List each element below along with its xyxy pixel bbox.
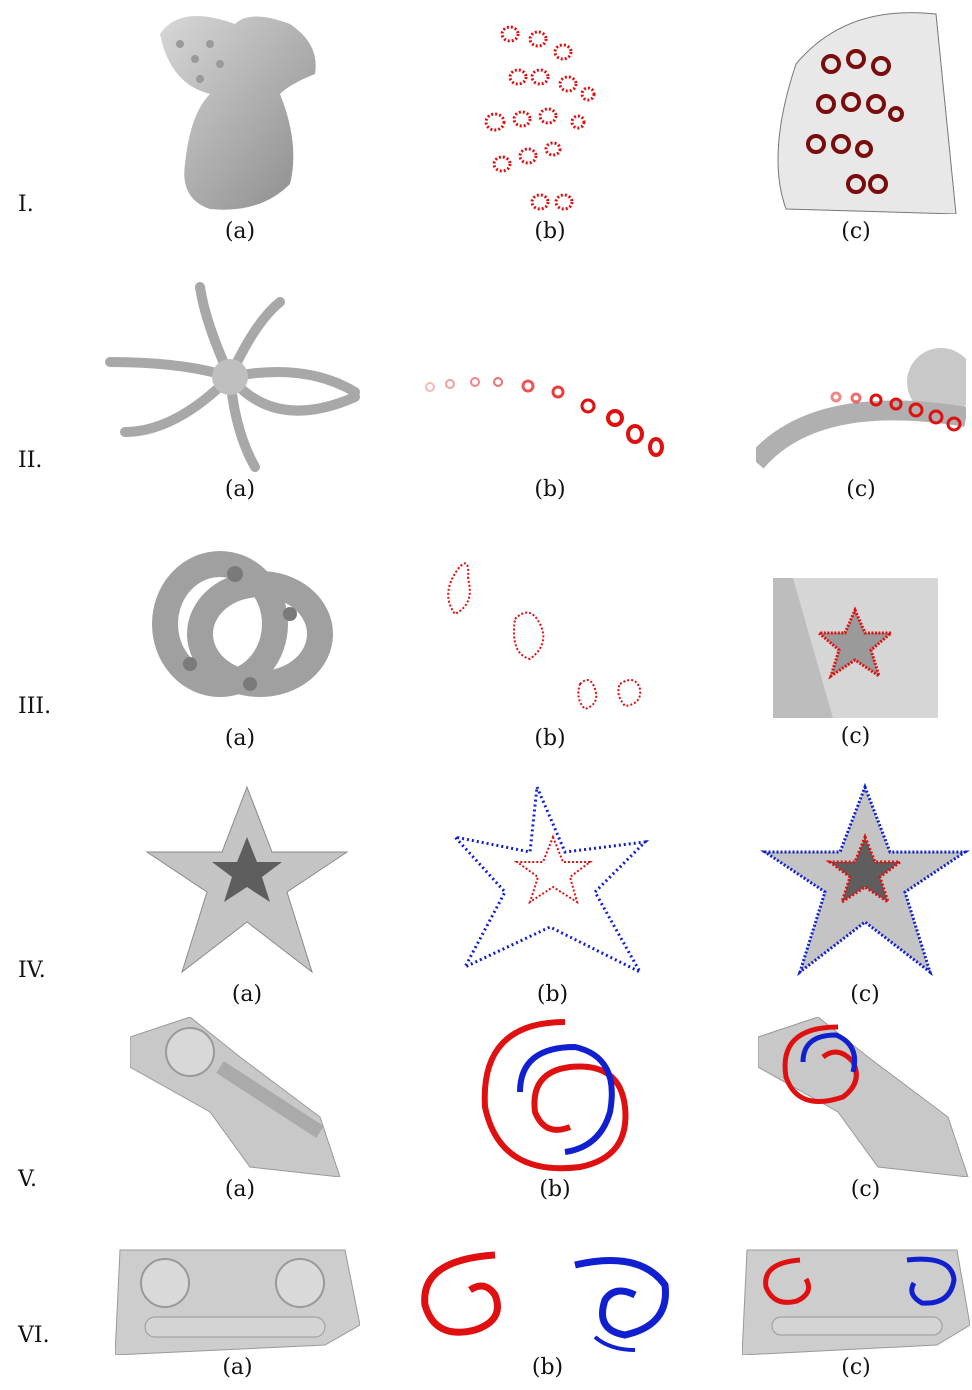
panel-caption: (a) (224, 726, 256, 751)
star-ring-mesh-render (145, 785, 349, 974)
feature-overlay-render (773, 578, 938, 718)
row-label: III. (18, 694, 52, 719)
feature-point-cloud (481, 1019, 629, 1172)
panel-caption: (b) (531, 1355, 564, 1380)
feature-overlay-render (742, 1249, 970, 1355)
panel-b: (b) (430, 534, 670, 751)
panel-a: (a) (140, 534, 340, 751)
row-label: II. (18, 448, 43, 473)
panel-b: (b) (470, 1017, 640, 1202)
feature-overlay-render (777, 12, 957, 214)
panel-caption: (a) (231, 982, 263, 1007)
panel-a: (a) (142, 782, 352, 1007)
row-label: VI. (18, 1323, 50, 1348)
panel-a: (a) (140, 4, 340, 244)
feature-point-cloud (447, 562, 642, 711)
panel-caption: (b) (539, 1177, 571, 1202)
panel-caption: (b) (534, 477, 566, 502)
feature-point-cloud (425, 377, 664, 457)
octopus-mesh-render (105, 282, 360, 472)
feature-overlay-render (760, 782, 970, 977)
figure-row-1: I. (a) (b) (0, 0, 972, 244)
figure-row-3: III. (a) (b) (c) (0, 532, 972, 764)
panel-b: (b) (445, 782, 660, 1007)
panel-c: (c) (756, 282, 966, 502)
feature-overlay-render (756, 348, 966, 469)
panel-b: (b) (420, 282, 680, 502)
panel-c: (c) (742, 1245, 970, 1380)
row-label: I. (18, 192, 34, 217)
panel-b: (b) (410, 1245, 685, 1380)
panel-c: (c) (758, 1017, 972, 1202)
panel-caption: (a) (224, 477, 256, 502)
panel-caption: (b) (536, 982, 569, 1007)
panel-caption: (c) (850, 1177, 881, 1202)
figure-row-2: II. (a) (b) (0, 280, 972, 512)
figure-row-6: VI. (a) (b) (c) (0, 1215, 972, 1390)
ionic-capital-mesh-render (115, 1249, 360, 1355)
volute-mesh-render (130, 1017, 341, 1177)
panel-c: (c) (756, 4, 957, 244)
panel-caption: (c) (846, 477, 876, 502)
feature-point-cloud (484, 25, 596, 211)
panel-caption: (c) (841, 1355, 871, 1380)
panel-caption: (b) (534, 219, 566, 244)
panel-caption: (a) (222, 1355, 253, 1380)
feature-overlay-render (758, 1017, 969, 1177)
star-knot-mesh-render (152, 551, 333, 697)
panel-c: (c) (760, 782, 970, 1007)
panel-a: (a) (130, 1017, 350, 1202)
panel-a: (a) (105, 282, 375, 502)
panel-caption: (a) (224, 219, 256, 244)
panel-c: (c) (773, 578, 938, 749)
feature-point-cloud (450, 782, 650, 976)
row-label: IV. (18, 958, 46, 983)
panel-caption: (a) (224, 1177, 256, 1202)
figure-row-4: IV. (a) (b) (c) (0, 780, 972, 1012)
panel-a: (a) (115, 1245, 360, 1380)
feature-point-cloud (421, 1251, 669, 1352)
panel-caption: (c) (840, 724, 871, 749)
panel-caption: (b) (534, 726, 566, 751)
row-label: V. (18, 1167, 38, 1192)
figure-row-5: V. (a) (b) (c) (0, 1015, 972, 1247)
panel-caption: (c) (841, 219, 871, 244)
gargoyle-mesh-render (160, 16, 316, 210)
panel-caption: (c) (850, 982, 880, 1007)
panel-b: (b) (450, 4, 650, 244)
